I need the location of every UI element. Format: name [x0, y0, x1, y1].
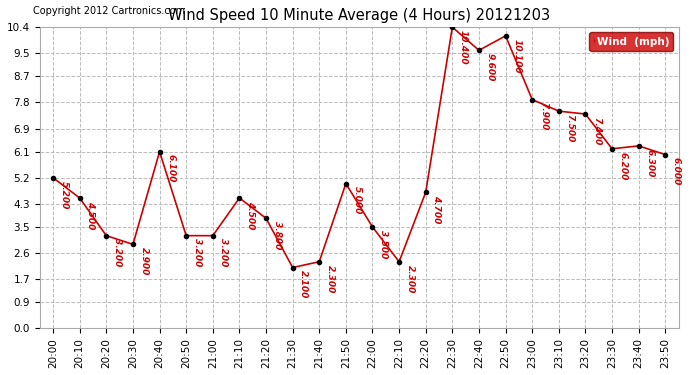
- Title: Wind Speed 10 Minute Average (4 Hours) 20121203: Wind Speed 10 Minute Average (4 Hours) 2…: [168, 8, 550, 23]
- Text: Copyright 2012 Cartronics.com: Copyright 2012 Cartronics.com: [33, 6, 186, 16]
- Text: 2.300: 2.300: [406, 264, 415, 293]
- Text: 5.200: 5.200: [60, 180, 69, 209]
- Text: 3.200: 3.200: [113, 238, 122, 267]
- Text: 7.400: 7.400: [592, 117, 601, 145]
- Text: 4.500: 4.500: [86, 201, 95, 229]
- Text: 3.800: 3.800: [273, 221, 282, 249]
- Text: 5.000: 5.000: [353, 186, 362, 215]
- Text: 6.100: 6.100: [166, 154, 175, 183]
- Text: 3.200: 3.200: [219, 238, 228, 267]
- Text: 3.200: 3.200: [193, 238, 201, 267]
- Text: 6.000: 6.000: [672, 158, 681, 186]
- Text: 6.300: 6.300: [645, 148, 654, 177]
- Text: 10.100: 10.100: [512, 39, 521, 73]
- Legend: Wind  (mph): Wind (mph): [589, 32, 673, 51]
- Text: 3.500: 3.500: [379, 230, 388, 258]
- Text: 7.500: 7.500: [565, 114, 574, 142]
- Text: 2.300: 2.300: [326, 264, 335, 293]
- Text: 2.900: 2.900: [139, 247, 148, 276]
- Text: 6.200: 6.200: [619, 152, 628, 180]
- Text: 4.500: 4.500: [246, 201, 255, 229]
- Text: 9.600: 9.600: [486, 53, 495, 81]
- Text: 10.400: 10.400: [459, 30, 468, 64]
- Text: 7.900: 7.900: [539, 102, 548, 131]
- Text: 4.700: 4.700: [433, 195, 442, 223]
- Text: 2.100: 2.100: [299, 270, 308, 298]
